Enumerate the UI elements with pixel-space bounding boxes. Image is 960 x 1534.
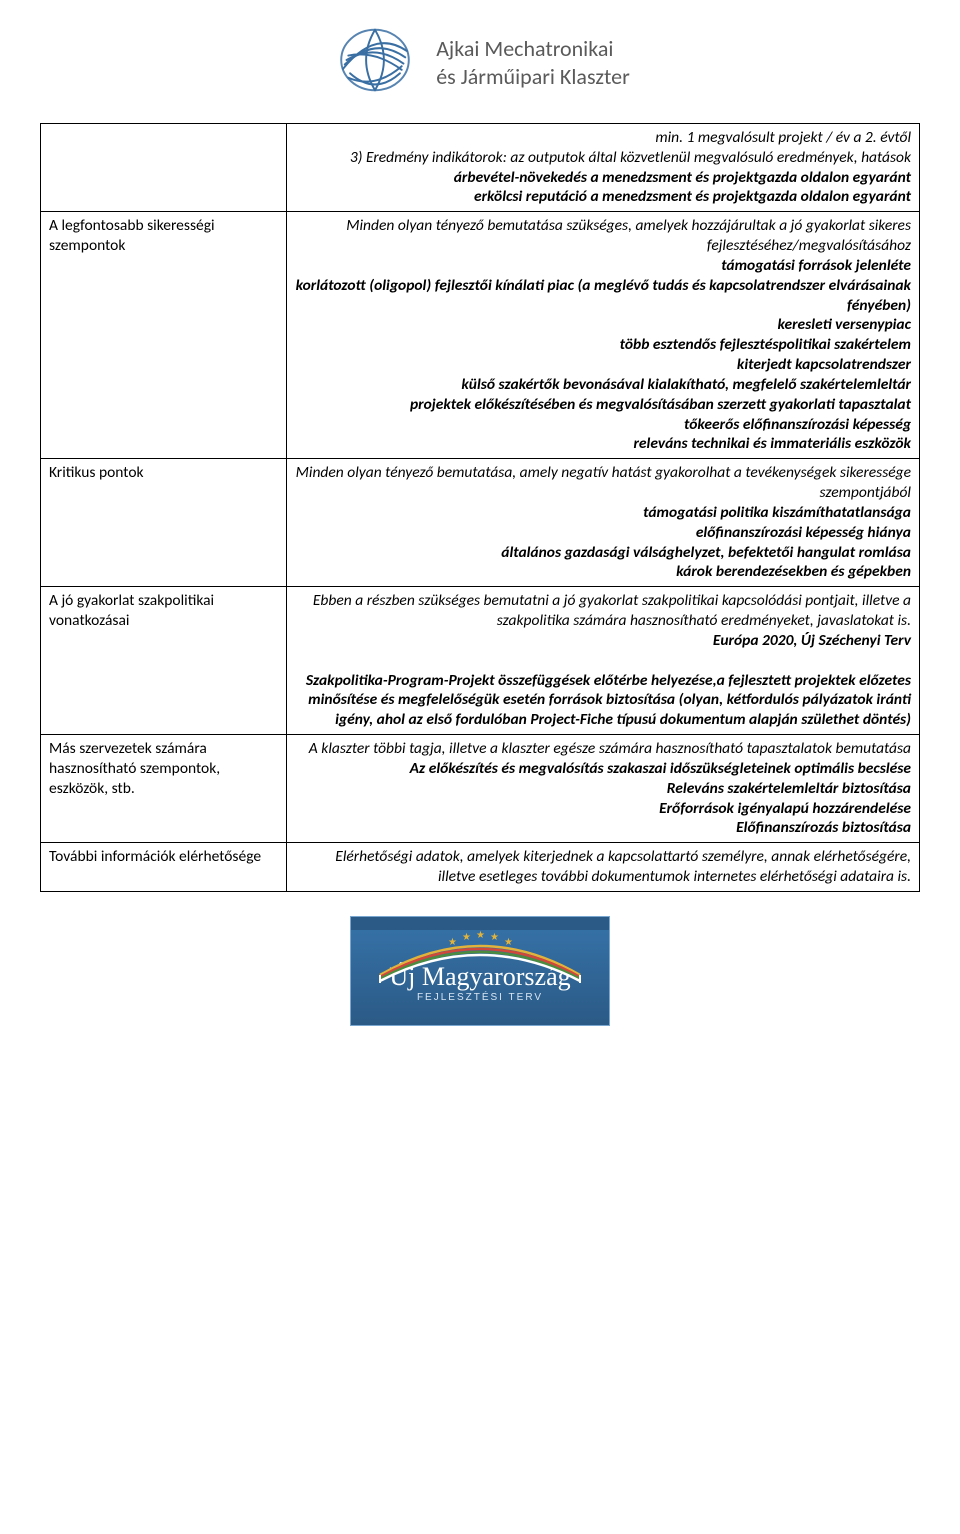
content-line-bold: korlátozott (oligopol) fejlesztői kínála… — [295, 276, 911, 316]
row-content: min. 1 megvalósult projekt / év a 2. évt… — [287, 124, 920, 212]
content-line-bold: keresleti versenypiac — [295, 315, 911, 335]
content-line-bold: Erőforrások igényalapú hozzárendelése — [295, 799, 911, 819]
bridge-arc-icon: ★ ★ ★ ★ ★ — [370, 925, 590, 985]
svg-text:★: ★ — [448, 935, 457, 948]
row-label: A legfontosabb sikerességi szempontok — [41, 212, 287, 459]
svg-text:★: ★ — [476, 928, 485, 941]
content-line-bold: Európa 2020, Új Széchenyi Terv — [295, 631, 911, 651]
content-line: Minden olyan tényező bemutatása, amely n… — [295, 463, 911, 503]
content-line: A klaszter többi tagja, illetve a klaszt… — [295, 739, 911, 759]
content-line: Ebben a részben szükséges bemutatni a jó… — [295, 591, 911, 631]
row-content: Minden olyan tényező bemutatása, amely n… — [287, 459, 920, 587]
header-org-line1: Ajkai Mechatronikai — [436, 35, 630, 63]
content-line-bold: külső szakértők bevonásával kialakítható… — [295, 375, 911, 395]
content-line: 3) Eredmény indikátorok: az outputok ált… — [295, 148, 911, 168]
svg-text:★: ★ — [462, 930, 471, 943]
globe-swirl-icon — [330, 20, 420, 105]
content-line-bold: releváns technikai és immateriális eszkö… — [295, 434, 911, 454]
content-line-bold: kiterjedt kapcsolatrendszer — [295, 355, 911, 375]
svg-text:★: ★ — [504, 935, 513, 948]
content-line-bold: Szakpolitika-Program-Projekt összefüggés… — [295, 671, 911, 730]
row-content: Ebben a részben szükséges bemutatni a jó… — [287, 587, 920, 735]
content-line-bold: több esztendős fejlesztéspolitikai szaké… — [295, 335, 911, 355]
content-table: min. 1 megvalósult projekt / év a 2. évt… — [40, 123, 920, 892]
table-row: Kritikus pontokMinden olyan tényező bemu… — [41, 459, 920, 587]
content-line-bold: projektek előkészítésében és megvalósítá… — [295, 395, 911, 415]
header-org-name: Ajkai Mechatronikai és Járműipari Klaszt… — [436, 35, 630, 90]
content-line-bold — [295, 651, 911, 671]
row-content: A klaszter többi tagja, illetve a klaszt… — [287, 735, 920, 843]
table-row: A legfontosabb sikerességi szempontokMin… — [41, 212, 920, 459]
table-row: A jó gyakorlat szakpolitikai vonatkozása… — [41, 587, 920, 735]
row-content: Elérhetőségi adatok, amelyek kiterjednek… — [287, 843, 920, 892]
content-line-bold: Az előkészítés és megvalósítás szakaszai… — [295, 759, 911, 779]
footer-logo-container: ★ ★ ★ ★ ★ Új Magyarország FEJLESZTÉSI TE… — [40, 916, 920, 1026]
footer-subtitle: FEJLESZTÉSI TERV — [417, 992, 543, 1003]
content-line-bold: támogatási források jelenléte — [295, 256, 911, 276]
row-content: Minden olyan tényező bemutatása szüksége… — [287, 212, 920, 459]
table-row: További információk elérhetőségeElérhető… — [41, 843, 920, 892]
svg-text:★: ★ — [490, 930, 499, 943]
row-label: A jó gyakorlat szakpolitikai vonatkozása… — [41, 587, 287, 735]
content-line-bold: károk berendezésekben és gépekben — [295, 562, 911, 582]
content-line-bold: erkölcsi reputáció a menedzsment és proj… — [295, 187, 911, 207]
header-logo: Ajkai Mechatronikai és Járműipari Klaszt… — [40, 20, 920, 105]
header-org-line2: és Járműipari Klaszter — [436, 63, 630, 91]
content-line-bold: Előfinanszírozás biztosítása — [295, 818, 911, 838]
content-line: min. 1 megvalósult projekt / év a 2. évt… — [295, 128, 911, 148]
content-line-bold: általános gazdasági válsághelyzet, befek… — [295, 543, 911, 563]
row-label: Más szervezetek számára hasznosítható sz… — [41, 735, 287, 843]
content-line-bold: előfinanszírozási képesség hiánya — [295, 523, 911, 543]
row-label — [41, 124, 287, 212]
content-line: Elérhetőségi adatok, amelyek kiterjednek… — [295, 847, 911, 887]
umft-logo: ★ ★ ★ ★ ★ Új Magyarország FEJLESZTÉSI TE… — [350, 916, 610, 1026]
content-line-bold: tőkeerős előfinanszírozási képesség — [295, 415, 911, 435]
row-label: További információk elérhetősége — [41, 843, 287, 892]
content-line-bold: árbevétel-növekedés a menedzsment és pro… — [295, 168, 911, 188]
content-line-bold: támogatási politika kiszámíthatatlansága — [295, 503, 911, 523]
row-label: Kritikus pontok — [41, 459, 287, 587]
content-line-bold: Releváns szakértelemleltár biztosítása — [295, 779, 911, 799]
table-row: min. 1 megvalósult projekt / év a 2. évt… — [41, 124, 920, 212]
table-row: Más szervezetek számára hasznosítható sz… — [41, 735, 920, 843]
content-line: Minden olyan tényező bemutatása szüksége… — [295, 216, 911, 256]
